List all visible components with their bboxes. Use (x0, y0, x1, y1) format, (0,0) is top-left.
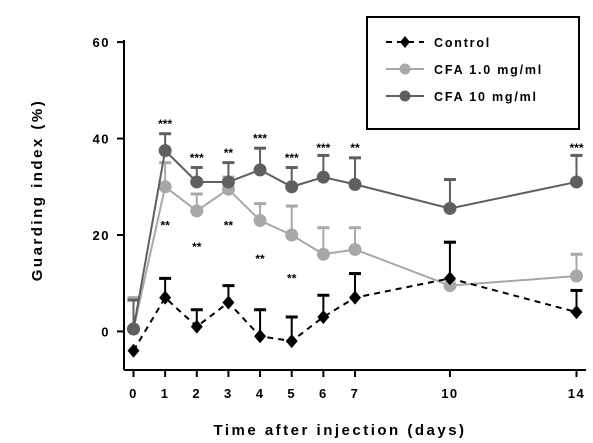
legend-marker (400, 36, 410, 48)
data-point (285, 180, 299, 194)
data-point (158, 144, 172, 158)
x-tick-label: 7 (351, 386, 360, 401)
x-tick-label: 6 (319, 386, 328, 401)
series-control (127, 240, 583, 358)
y-tick-label: 0 (101, 324, 110, 339)
legend-label: CFA 1.0 mg/ml (434, 63, 543, 77)
axes: 0 20 40 60 0 1 2 3 4 5 6 7 10 14 (93, 35, 586, 401)
data-point (316, 170, 330, 184)
data-point (348, 242, 362, 256)
data-point (285, 334, 298, 349)
data-point (443, 279, 457, 293)
y-tick-label: 40 (93, 132, 110, 147)
significance-label: *** (253, 132, 267, 146)
legend-marker (399, 90, 411, 102)
significance-label: *** (158, 117, 172, 131)
data-point (316, 247, 330, 261)
data-point (570, 175, 584, 189)
data-point (349, 290, 361, 305)
x-tick-label: 14 (568, 386, 585, 401)
series-layer (126, 132, 584, 358)
significance-label: *** (316, 141, 330, 155)
legend: Control CFA 1.0 mg/ml CFA 10 mg/ml (366, 16, 580, 130)
significance-label: *** (190, 151, 204, 165)
annotation-layer: ****** *********** ** ************* (158, 117, 584, 285)
data-point (190, 175, 204, 189)
x-axis-title: Time after injection (days) (213, 422, 466, 439)
legend-marker (399, 63, 411, 75)
data-point (126, 322, 140, 336)
x-tick-label: 4 (256, 386, 265, 401)
significance-label: ** (224, 218, 234, 232)
significance-label: ** (287, 271, 297, 285)
data-point (348, 177, 362, 191)
data-point (443, 201, 457, 215)
data-point (254, 329, 267, 344)
x-tick-label: 1 (161, 386, 170, 401)
x-tick-label: 5 (287, 386, 296, 401)
data-point (253, 214, 267, 228)
significance-label: ** (160, 218, 170, 232)
data-point (222, 295, 235, 310)
y-tick-label: 20 (93, 228, 110, 243)
data-point (190, 204, 204, 218)
significance-label: ** (224, 146, 234, 160)
data-point (285, 228, 299, 242)
significance-label: ** (192, 240, 202, 254)
x-tick-label: 0 (129, 386, 138, 401)
x-tick-label: 3 (224, 386, 233, 401)
data-point (253, 163, 267, 177)
significance-label: *** (569, 141, 583, 155)
y-axis-title: Guarding index (%) (29, 99, 46, 282)
series-cfa-10-mg-ml (126, 132, 584, 336)
x-tick-label: 10 (441, 386, 458, 401)
series-line (132, 148, 577, 330)
significance-label: ** (350, 141, 360, 155)
data-point (159, 290, 172, 305)
legend-label: Control (434, 36, 491, 50)
x-tick-label: 2 (192, 386, 201, 401)
data-point (127, 343, 140, 358)
data-point (570, 269, 584, 283)
data-point (190, 319, 203, 334)
significance-label: *** (285, 151, 299, 165)
significance-label: ** (255, 252, 265, 266)
data-point (158, 180, 172, 194)
legend-label: CFA 10 mg/ml (434, 90, 538, 104)
y-tick-label: 60 (93, 35, 110, 50)
data-point (221, 175, 235, 189)
data-point (443, 271, 456, 286)
series-line (132, 185, 577, 330)
data-point (570, 305, 583, 320)
data-point (317, 309, 330, 324)
